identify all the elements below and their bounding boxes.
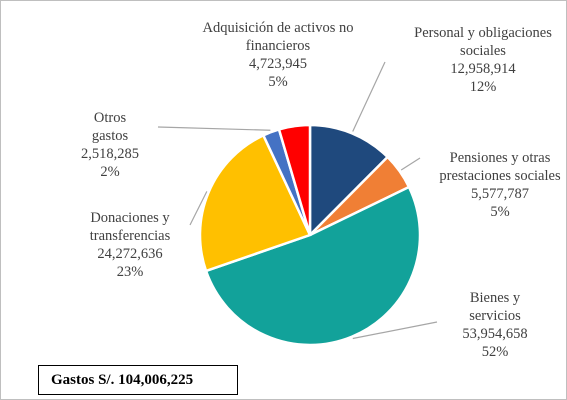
leader-line bbox=[189, 191, 208, 226]
slice-label: Donaciones y transferencias 24,272,636 23% bbox=[75, 209, 185, 281]
total-annotation: Gastos S/. 104,006,225 bbox=[38, 365, 238, 395]
leader-line bbox=[352, 321, 438, 340]
value-label: 5,577,787 bbox=[471, 186, 529, 202]
leader-line bbox=[400, 157, 421, 171]
percent-label: 52% bbox=[481, 344, 509, 360]
slice-label: Bienes y servicios 53,954,658 52% bbox=[455, 289, 535, 361]
percent-label: 12% bbox=[469, 79, 497, 95]
pie-slice bbox=[277, 123, 312, 236]
value-label: 2,518,285 bbox=[81, 146, 139, 162]
percent-label: 2% bbox=[100, 164, 120, 180]
value-label: 4,723,945 bbox=[249, 56, 307, 72]
category-name: Personal y obligaciones sociales bbox=[414, 25, 552, 59]
leader-line bbox=[157, 126, 271, 131]
category-name: Adquisición de activos no financieros bbox=[202, 20, 354, 54]
value-label: 12,958,914 bbox=[450, 61, 516, 77]
slice-label: Otros gastos 2,518,285 2% bbox=[80, 109, 140, 181]
pie-slice bbox=[308, 123, 390, 239]
category-name: Donaciones y transferencias bbox=[89, 210, 171, 244]
pie-slice bbox=[198, 133, 312, 273]
slice-label: Pensiones y otras prestaciones sociales 5… bbox=[438, 149, 563, 221]
percent-label: 5% bbox=[268, 74, 288, 90]
value-label: 53,954,658 bbox=[462, 326, 528, 342]
category-name: Pensiones y otras prestaciones sociales bbox=[439, 150, 561, 184]
leader-line bbox=[352, 61, 386, 132]
category-name: Otros gastos bbox=[91, 110, 129, 144]
percent-label: 5% bbox=[490, 204, 510, 220]
percent-label: 23% bbox=[116, 264, 144, 280]
slice-label: Personal y obligaciones sociales 12,958,9… bbox=[401, 24, 566, 96]
slice-label: Adquisición de activos no financieros 4,7… bbox=[193, 19, 363, 91]
pie-slice bbox=[204, 185, 422, 347]
value-label: 24,272,636 bbox=[97, 246, 163, 262]
category-name: Bienes y servicios bbox=[469, 290, 521, 324]
